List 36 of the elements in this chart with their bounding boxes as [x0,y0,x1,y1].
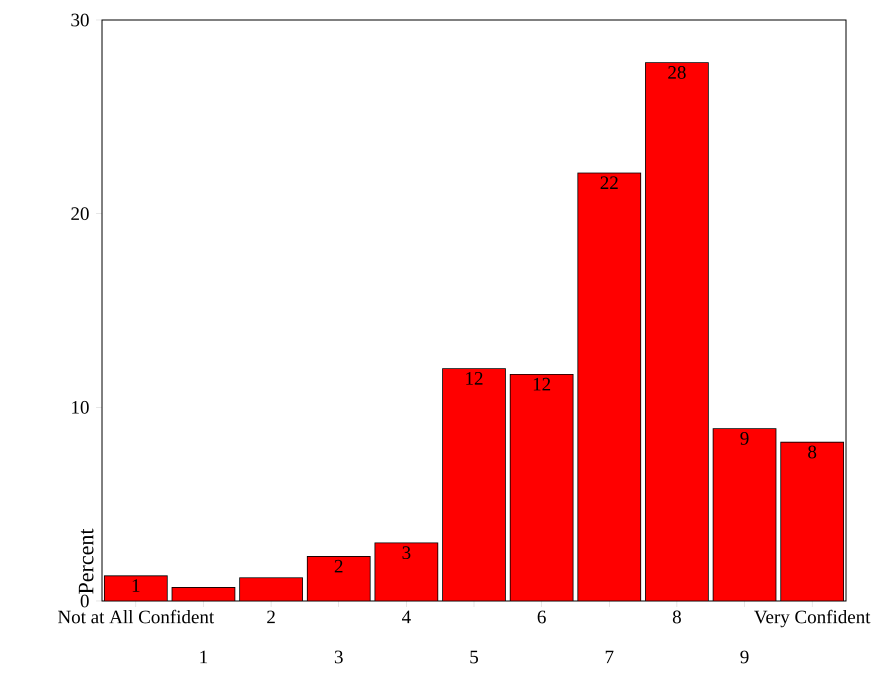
x-tick-label: 5 [470,650,478,664]
x-tick-label: 3 [334,650,343,664]
x-tick-label: Not at All Confident [58,610,214,624]
x-tick-label: 6 [538,610,546,624]
bar [172,587,235,601]
x-tick-label: 8 [672,610,681,624]
data-label: 3 [402,546,410,560]
bar [780,442,844,601]
data-label: 12 [466,372,482,385]
x-tick-label: 2 [267,610,275,624]
data-label: 1 [132,579,140,592]
bar [374,542,438,601]
x-tick-label: 9 [740,650,749,664]
y-tick-label: 0 [80,594,89,608]
bar [713,428,776,601]
x-tick-label: 4 [402,610,411,624]
x-tick-label: Very Confident [754,610,870,628]
bar [578,172,641,601]
bar [645,62,708,601]
x-tick-label: 7 [606,650,614,664]
data-label: 2 [334,560,342,572]
y-axis-title: Percent [78,528,94,594]
y-tick-label: 10 [72,400,89,414]
data-label: 8 [808,446,816,458]
data-label: 28 [668,66,686,79]
y-tick-label: 20 [71,207,89,220]
y-tick-label: 30 [71,14,89,26]
bar [442,368,506,601]
data-label: 9 [740,432,749,445]
data-label: 12 [534,378,550,390]
bar [307,556,370,601]
bar [240,578,303,601]
x-tick-label: 1 [200,650,208,664]
bar [104,576,168,601]
data-label: 22 [600,176,618,189]
bar [510,374,574,601]
